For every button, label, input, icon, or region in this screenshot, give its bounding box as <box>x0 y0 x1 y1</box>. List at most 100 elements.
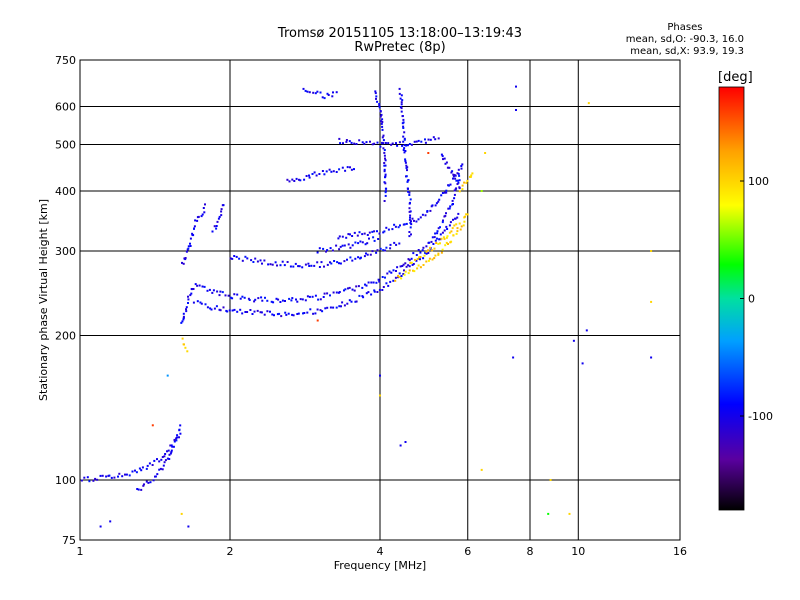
data-point <box>208 288 211 291</box>
data-point <box>284 300 286 302</box>
data-point <box>369 140 371 143</box>
data-point <box>303 312 306 314</box>
data-point <box>402 140 405 143</box>
data-point <box>387 142 390 145</box>
data-point <box>409 210 412 213</box>
data-point <box>327 94 330 96</box>
data-point <box>145 480 148 483</box>
data-point <box>303 178 306 181</box>
data-point <box>434 204 437 207</box>
data-point <box>347 233 350 236</box>
data-point <box>383 154 386 157</box>
data-point <box>408 259 411 262</box>
data-point <box>373 230 376 233</box>
data-point <box>185 306 188 309</box>
data-point <box>340 305 342 308</box>
data-point <box>403 138 406 141</box>
data-point <box>200 302 203 305</box>
data-point <box>117 475 119 478</box>
data-point <box>407 272 410 275</box>
data-point <box>419 266 422 269</box>
data-point <box>160 458 163 461</box>
data-point <box>461 163 464 166</box>
data-point <box>80 479 83 482</box>
data-point <box>363 232 366 235</box>
data-point <box>206 289 209 292</box>
data-point <box>248 299 251 301</box>
data-point <box>413 270 416 273</box>
data-point <box>401 265 404 267</box>
data-point <box>376 291 379 293</box>
data-point <box>437 200 440 203</box>
data-point <box>219 290 222 293</box>
data-point <box>446 166 449 169</box>
data-point <box>398 276 401 278</box>
data-point <box>410 261 413 264</box>
data-point <box>445 161 448 164</box>
data-point <box>368 231 371 234</box>
data-point <box>369 253 372 256</box>
data-point <box>164 459 167 462</box>
data-point <box>381 289 384 291</box>
data-point <box>206 306 209 309</box>
data-point <box>294 262 297 265</box>
data-point <box>399 97 402 100</box>
data-point <box>325 250 327 253</box>
data-point <box>353 168 355 171</box>
data-point <box>354 257 357 260</box>
data-point <box>515 109 517 111</box>
data-point <box>308 91 311 94</box>
data-point <box>353 231 356 234</box>
data-point <box>419 258 421 261</box>
data-point <box>366 253 369 256</box>
data-point <box>311 295 314 298</box>
data-point <box>480 468 483 471</box>
data-point <box>329 306 332 309</box>
data-point <box>101 474 104 477</box>
data-point <box>445 236 448 239</box>
data-point <box>379 394 381 397</box>
data-point <box>125 473 128 476</box>
data-point <box>350 300 353 303</box>
data-point <box>167 449 170 452</box>
data-point <box>182 318 185 321</box>
data-point <box>190 292 193 295</box>
data-point <box>199 301 202 304</box>
data-point <box>128 474 131 477</box>
data-point <box>291 297 294 300</box>
data-point <box>384 142 387 144</box>
data-point <box>200 215 203 218</box>
data-point <box>434 254 437 257</box>
data-point <box>326 92 329 95</box>
data-point <box>348 140 351 143</box>
data-point <box>222 204 225 207</box>
data-point <box>193 227 195 230</box>
data-point <box>450 171 453 174</box>
data-point <box>326 292 329 295</box>
data-point <box>218 215 221 218</box>
data-point <box>364 283 366 286</box>
data-point <box>296 313 299 315</box>
data-point <box>305 175 308 177</box>
data-point <box>395 270 397 272</box>
data-point <box>92 479 95 482</box>
data-point <box>301 298 304 301</box>
colorbar-tick-label: 0 <box>748 293 755 306</box>
data-point <box>400 110 403 113</box>
data-point <box>447 184 450 187</box>
data-point <box>318 173 321 175</box>
data-point <box>431 236 434 239</box>
data-point <box>410 220 412 223</box>
data-point <box>400 107 403 110</box>
y-tick-label: 300 <box>55 245 76 258</box>
data-point <box>428 257 431 260</box>
data-point <box>308 265 311 267</box>
data-point <box>159 467 162 470</box>
data-point <box>259 259 262 262</box>
data-point <box>441 231 444 234</box>
y-tick-label: 400 <box>55 185 76 198</box>
data-point <box>113 476 116 479</box>
data-point <box>404 161 407 164</box>
data-point <box>437 137 440 140</box>
data-point <box>211 291 214 294</box>
